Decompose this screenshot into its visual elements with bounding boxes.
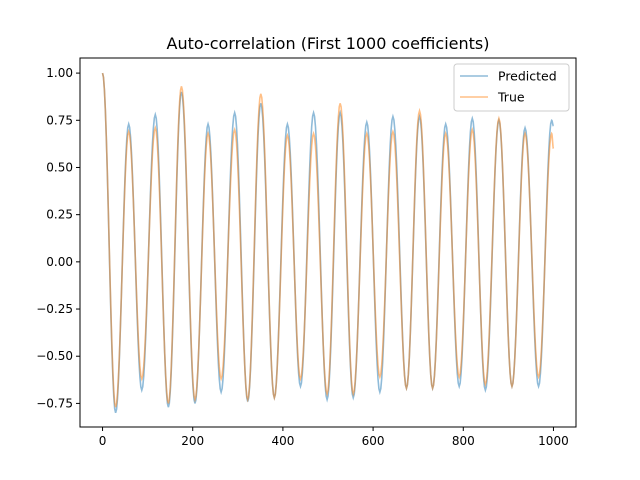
- y-tick-label: −0.25: [36, 302, 73, 316]
- y-tick-label: 0.25: [46, 208, 73, 222]
- series-layer: [101, 72, 555, 414]
- series-line-true: [101, 72, 555, 408]
- chart-title: Auto-correlation (First 1000 coefficient…: [167, 34, 490, 53]
- y-tick-label: 0.00: [46, 255, 73, 269]
- x-tick-label: 1000: [538, 434, 569, 448]
- legend-label-true: True: [497, 90, 525, 105]
- series-line-predicted: [101, 72, 555, 414]
- y-tick-label: 0.50: [46, 160, 73, 174]
- y-axis: −0.75 −0.50 −0.25 0.00 0.25 0.50 0.75 1.00: [36, 66, 80, 410]
- legend-label-predicted: Predicted: [498, 69, 557, 84]
- x-tick-label: 200: [181, 434, 204, 448]
- x-tick-label: 0: [99, 434, 107, 448]
- x-axis: 0 200 400 600 800 1000: [99, 427, 569, 448]
- y-tick-label: 1.00: [46, 66, 73, 80]
- legend: Predicted True: [453, 63, 570, 112]
- x-tick-label: 600: [362, 434, 385, 448]
- x-tick-label: 400: [271, 434, 294, 448]
- y-tick-label: 0.75: [46, 113, 73, 127]
- x-tick-label: 800: [452, 434, 475, 448]
- y-tick-label: −0.75: [36, 396, 73, 410]
- plot-frame: [79, 57, 577, 428]
- y-tick-label: −0.50: [36, 349, 73, 363]
